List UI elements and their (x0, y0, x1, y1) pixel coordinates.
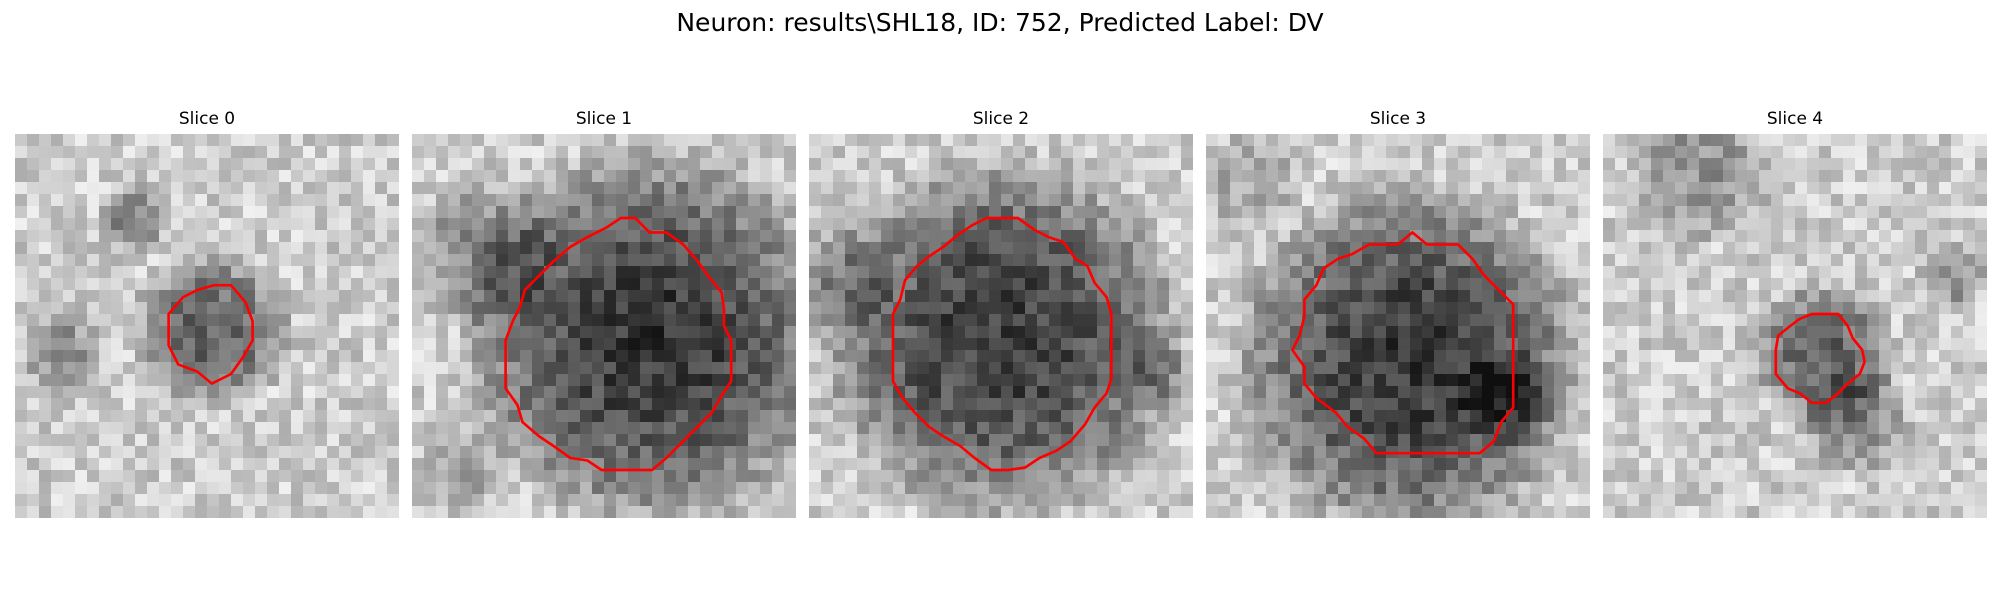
slice-3-title: Slice 3 (1369, 109, 1427, 129)
slice-1-contour (504, 216, 733, 472)
slice-0-title: Slice 0 (178, 109, 236, 129)
slice-0-pixels (15, 134, 399, 518)
slice-4-svg (1603, 134, 1987, 518)
slice-4-pixels (1603, 134, 1987, 518)
figure-title: Neuron: results\SHL18, ID: 752, Predicte… (676, 8, 1324, 37)
slice-2-pixels (809, 134, 1193, 518)
slice-0-image (15, 134, 399, 518)
slice-1-pixels (412, 134, 796, 518)
slice-2-contour (891, 216, 1113, 472)
slice-2-image (809, 134, 1193, 518)
slice-1-svg (412, 134, 796, 518)
slice-1-title: Slice 1 (575, 109, 633, 129)
slice-3-contour (1291, 231, 1515, 455)
slice-4-title: Slice 4 (1766, 109, 1824, 129)
slice-3-pixels (1206, 134, 1590, 518)
slice-3-svg (1206, 134, 1590, 518)
slice-0-contour (167, 283, 254, 385)
slice-3-image (1206, 134, 1590, 518)
slice-1-image (412, 134, 796, 518)
slice-2-title: Slice 2 (972, 109, 1030, 129)
slice-2-svg (809, 134, 1193, 518)
slice-0-svg (15, 134, 399, 518)
slice-4-image (1603, 134, 1987, 518)
slice-4-contour (1774, 312, 1866, 405)
